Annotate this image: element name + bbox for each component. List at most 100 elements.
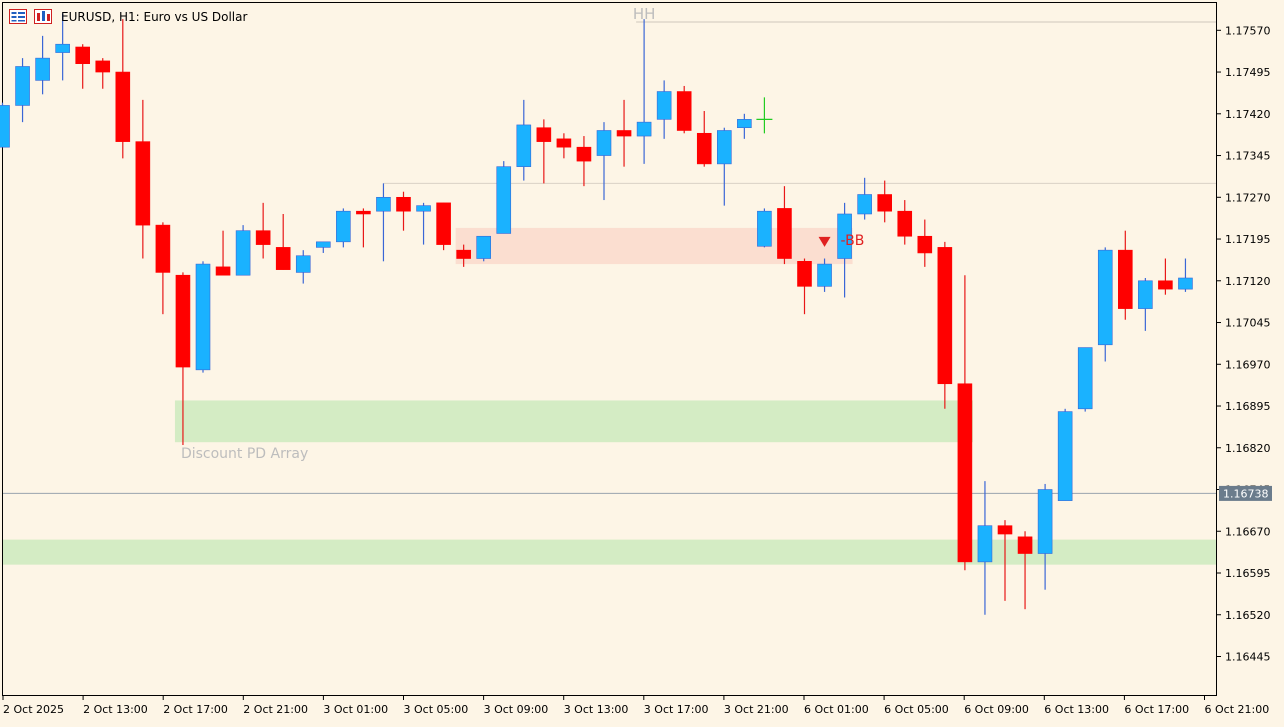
candle	[315, 241, 331, 253]
time-tick-label: 3 Oct 01:00	[323, 703, 388, 716]
time-tick-label: 3 Oct 05:00	[404, 703, 469, 716]
price-tick-label: 1.17120	[1225, 275, 1271, 288]
candle	[817, 258, 832, 292]
candle	[396, 191, 411, 231]
plot-frame	[2, 2, 1217, 696]
candle	[135, 99, 151, 259]
lower-zone	[3, 539, 1216, 565]
price-tick-label: 1.17345	[1225, 150, 1271, 163]
price-tick-label: 1.17045	[1225, 317, 1271, 330]
candle-body	[95, 60, 111, 73]
time-tick-label: 3 Oct 09:00	[484, 703, 549, 716]
candle	[957, 275, 973, 571]
candle	[496, 161, 512, 234]
price-axis[interactable]: 1.17570 1.17495 1.17420 1.17345 1.17270 1.171…	[1216, 24, 1272, 664]
discount-zone	[174, 400, 973, 443]
candle	[35, 35, 50, 95]
time-axis[interactable]: 2 Oct 2025 2 Oct 13:00 2 Oct 17:00 2 Oct 21…	[2, 695, 1269, 716]
candle-body	[777, 208, 792, 259]
candle	[416, 202, 431, 245]
candle-body	[295, 255, 311, 273]
candle	[937, 241, 953, 409]
candle	[516, 99, 532, 181]
candle-body	[576, 146, 592, 162]
candle-body	[877, 194, 893, 212]
current-price-label: 1.16738	[1223, 487, 1269, 500]
price-tick-label: 1.16895	[1225, 400, 1271, 413]
candle	[1017, 531, 1033, 610]
candle	[576, 136, 592, 187]
candle	[917, 219, 933, 267]
chart-window-icon[interactable]	[34, 9, 52, 24]
candle-body	[75, 46, 90, 64]
candle-body	[1037, 489, 1053, 554]
candle-body	[436, 202, 451, 245]
bb-zone	[455, 227, 853, 265]
candle	[656, 80, 672, 139]
candle	[55, 13, 70, 81]
price-tick-label: 1.17270	[1225, 191, 1271, 204]
candle-body	[997, 525, 1013, 535]
candle-body	[155, 224, 171, 273]
candle	[636, 19, 652, 164]
candle	[115, 19, 131, 159]
price-tick-label: 1.17570	[1225, 24, 1271, 37]
time-tick-label: 3 Oct 21:00	[724, 703, 789, 716]
price-tick-label: 1.16520	[1225, 609, 1271, 622]
crosshair-icon[interactable]	[756, 97, 773, 134]
candle-body	[676, 91, 692, 131]
chart-header: EURUSD, H1: Euro vs US Dollar	[9, 9, 247, 24]
candle-body	[195, 263, 211, 371]
candle	[255, 202, 271, 259]
candle	[877, 180, 893, 223]
candle	[977, 481, 993, 615]
price-tick-label: 1.17195	[1225, 233, 1271, 246]
time-tick-label: 3 Oct 13:00	[564, 703, 629, 716]
candle	[436, 202, 451, 251]
chart-properties-icon[interactable]	[9, 9, 27, 24]
candle-body	[757, 210, 772, 247]
candle	[997, 520, 1013, 601]
candle	[376, 183, 391, 262]
candle	[857, 177, 872, 220]
candle-body	[1138, 280, 1153, 309]
candle	[1138, 277, 1153, 331]
candle	[1037, 483, 1053, 590]
time-tick-label: 2 Oct 13:00	[83, 703, 148, 716]
candle	[295, 250, 311, 284]
candle	[1057, 408, 1073, 501]
time-tick-label: 6 Oct 17:00	[1124, 703, 1189, 716]
candle-body	[716, 130, 732, 165]
bb-arrow-icon	[818, 236, 831, 247]
candle	[696, 111, 712, 167]
candle-body	[596, 130, 612, 156]
candle	[235, 225, 251, 276]
candle-body	[315, 241, 331, 248]
candle-body	[235, 230, 251, 276]
candle-body	[837, 213, 852, 259]
candle	[716, 127, 732, 206]
time-tick-label: 6 Oct 01:00	[804, 703, 869, 716]
candle	[676, 85, 692, 134]
hh-label: HH	[633, 5, 656, 23]
time-tick-label: 6 Oct 05:00	[884, 703, 949, 716]
candle-body	[616, 130, 632, 137]
candle	[95, 58, 111, 89]
levels-layer: HH	[3, 5, 1216, 494]
candle	[556, 133, 572, 159]
discount-zone-label: Discount PD Array	[181, 446, 308, 462]
candle-body	[35, 57, 50, 81]
candle	[195, 261, 211, 373]
candle-body	[1097, 249, 1113, 346]
candle	[777, 186, 792, 265]
candle-body	[496, 166, 512, 234]
candle-body	[937, 247, 953, 385]
candle	[737, 113, 752, 139]
candle-body	[817, 263, 832, 287]
price-tick-label: 1.17420	[1225, 108, 1271, 121]
candle-body	[0, 105, 10, 148]
candle-body	[696, 132, 712, 165]
candle-body	[476, 235, 492, 259]
candle-body	[797, 260, 812, 287]
